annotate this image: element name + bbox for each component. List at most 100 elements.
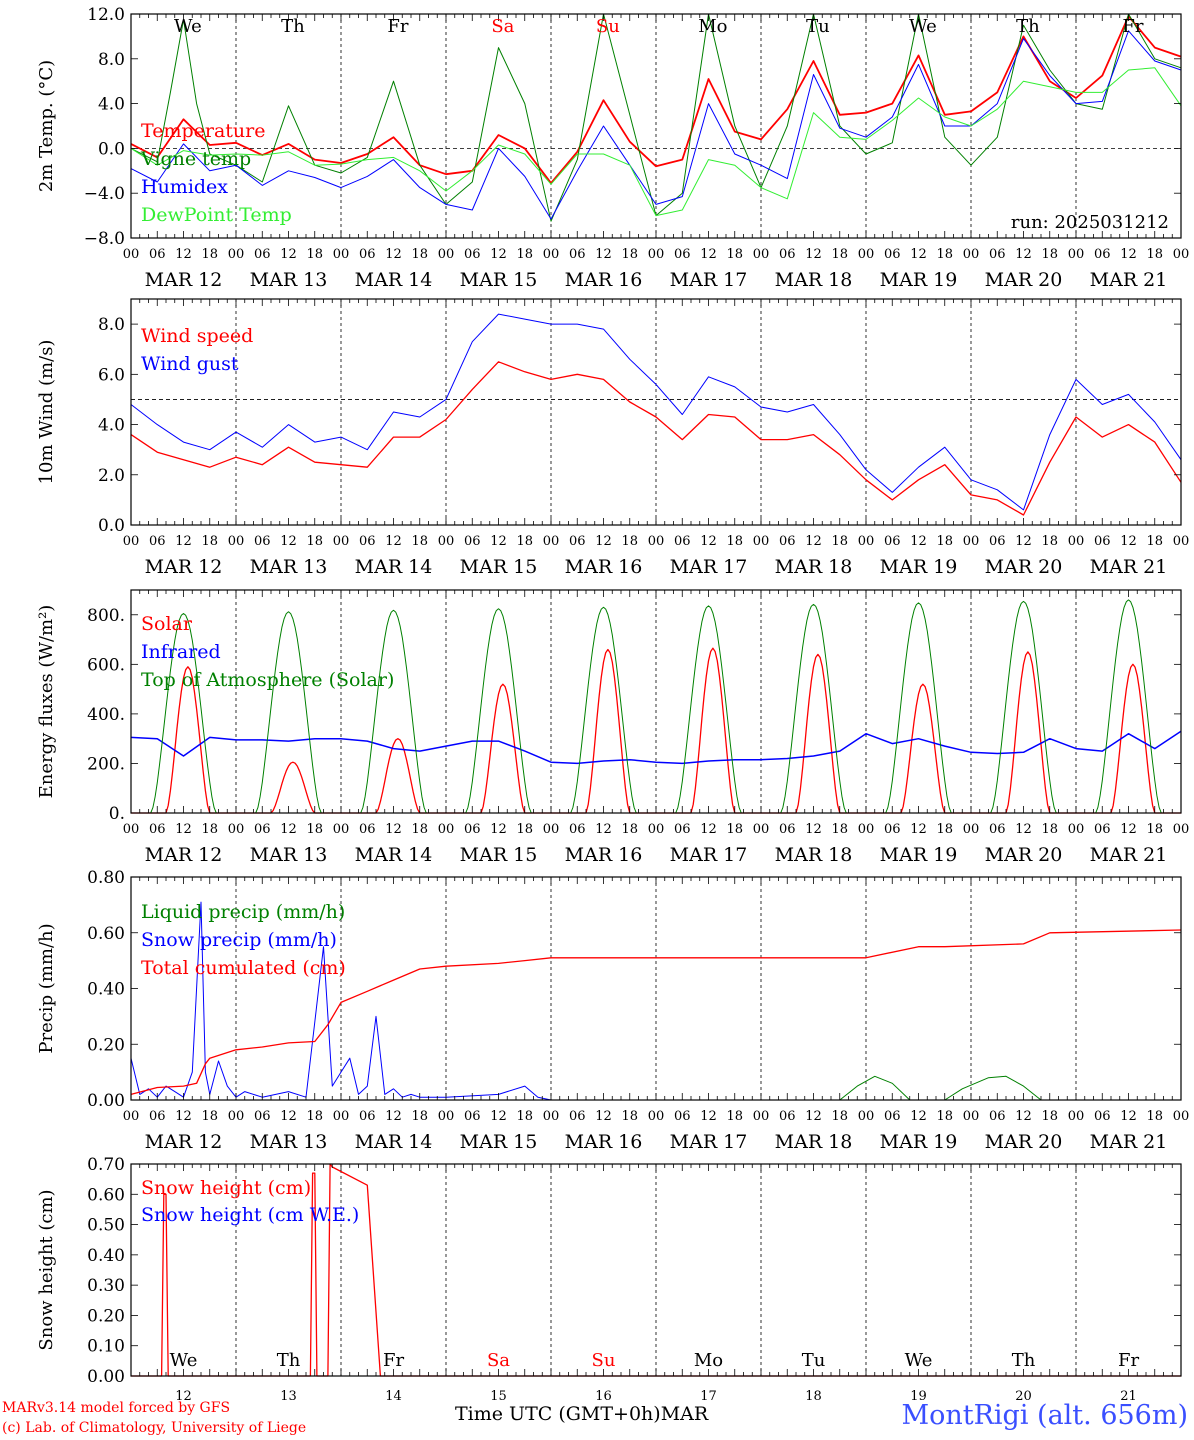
y-tick-label: 0.80	[87, 868, 125, 888]
hour-tick-label: 12	[1120, 1109, 1137, 1124]
hour-tick-label: 18	[201, 1109, 218, 1124]
hour-tick-label: 18	[306, 534, 323, 549]
y-tick-label: 0.50	[87, 1216, 125, 1236]
hour-tick-label: 06	[464, 822, 481, 837]
legend-entry: Total cumulated (cm)	[141, 957, 346, 979]
y-tick-label: 0.0	[98, 139, 125, 159]
date-label: MAR 12	[145, 1131, 223, 1153]
hour-tick-label: 18	[936, 822, 953, 837]
hour-tick-label: 00	[753, 1109, 770, 1124]
hour-tick-label: 00	[858, 247, 875, 262]
legend-entry: Top of Atmosphere (Solar)	[141, 669, 394, 691]
y-axis-label: 10m Wind (m/s)	[36, 340, 57, 485]
hour-tick-label: 18	[621, 822, 638, 837]
hour-tick-label: 18	[1146, 822, 1163, 837]
hour-tick-label: 06	[1094, 247, 1111, 262]
hour-tick-label: 18	[306, 1109, 323, 1124]
hour-tick-label: 12	[490, 1109, 507, 1124]
hour-tick-label: 12	[490, 534, 507, 549]
hour-tick-label: 06	[674, 822, 691, 837]
hour-tick-label: 12	[700, 247, 717, 262]
weekday-label: Su	[596, 16, 620, 37]
y-tick-label: 0.00	[87, 1367, 125, 1387]
series-line	[130, 730, 1182, 765]
y-tick-label: 0.40	[87, 1246, 125, 1266]
hour-tick-label: 06	[254, 534, 271, 549]
y-tick-label: 6.0	[98, 365, 125, 385]
hour-tick-label: 12	[490, 247, 507, 262]
hour-tick-label: 00	[963, 534, 980, 549]
hour-tick-label: 06	[359, 534, 376, 549]
hour-tick-label: 12	[910, 822, 927, 837]
hour-tick-label: 18	[831, 247, 848, 262]
lab-credit: (c) Lab. of Climatology, University of L…	[2, 1420, 307, 1436]
hour-tick-label: 06	[569, 1109, 586, 1124]
day-number-label: 17	[700, 1389, 717, 1404]
weekday-label: Su	[592, 1350, 616, 1371]
hour-tick-label: 18	[1146, 247, 1163, 262]
y-tick-label: 400.	[87, 705, 125, 725]
legend-entry: Humidex	[141, 176, 228, 198]
date-label: MAR 19	[880, 556, 958, 578]
hour-tick-label: 12	[280, 1109, 297, 1124]
date-label: MAR 15	[460, 844, 538, 866]
y-tick-label: 8.0	[98, 50, 125, 70]
hour-tick-label: 00	[438, 534, 455, 549]
hour-tick-label: 12	[910, 247, 927, 262]
hour-tick-label: 00	[333, 1109, 350, 1124]
hour-tick-label: 00	[963, 822, 980, 837]
hour-tick-label: 18	[726, 534, 743, 549]
weekday-label: Th	[1016, 16, 1040, 37]
hour-tick-label: 06	[149, 1109, 166, 1124]
hour-tick-label: 12	[1015, 247, 1032, 262]
model-credit: MARv3.14 model forced by GFS	[2, 1400, 231, 1416]
hour-tick-label: 00	[963, 247, 980, 262]
y-tick-label: 0.60	[87, 1185, 125, 1205]
legend-entry: Solar	[141, 613, 193, 635]
hour-tick-label: 06	[1094, 1109, 1111, 1124]
legend-entry: Snow height (cm)	[141, 1177, 311, 1199]
hour-tick-label: 00	[543, 822, 560, 837]
series-line	[130, 929, 1182, 1096]
y-tick-label: 600.	[87, 655, 125, 675]
series-line	[131, 1163, 1181, 1377]
hour-tick-label: 18	[726, 247, 743, 262]
date-label: MAR 20	[985, 844, 1063, 866]
weekday-label: Mo	[698, 16, 727, 37]
panel-1: −8.0 −4.0 0.0 4.0 8.0 12.0 2m Temp. (°C) Temper…	[36, 5, 1189, 291]
series-line	[130, 901, 1181, 1101]
hour-tick-label: 18	[516, 822, 533, 837]
hour-tick-label: 00	[858, 1109, 875, 1124]
hour-tick-label: 00	[123, 247, 140, 262]
date-label: MAR 14	[355, 844, 433, 866]
y-tick-label: 800.	[87, 606, 125, 626]
y-tick-label: 0.0	[98, 516, 125, 536]
hour-tick-label: 12	[1015, 534, 1032, 549]
hour-tick-label: 18	[1146, 534, 1163, 549]
hour-tick-label: 00	[543, 247, 560, 262]
y-tick-label: 4.0	[98, 416, 125, 436]
hour-tick-label: 12	[805, 822, 822, 837]
hour-tick-label: 18	[201, 534, 218, 549]
date-label: MAR 13	[250, 269, 328, 291]
hour-tick-label: 12	[280, 822, 297, 837]
weekday-label: Fr	[387, 16, 408, 37]
legend-entry: Liquid precip (mm/h)	[141, 901, 345, 923]
hour-tick-label: 00	[123, 1109, 140, 1124]
hour-tick-label: 18	[831, 822, 848, 837]
hour-tick-label: 12	[385, 1109, 402, 1124]
hour-tick-label: 00	[1068, 822, 1085, 837]
hour-tick-label: 12	[175, 822, 192, 837]
panel-3: 0. 200. 400. 600. 800. Energy fluxes (W/m²) So…	[36, 589, 1189, 866]
hour-tick-label: 00	[438, 1109, 455, 1124]
hour-tick-label: 06	[989, 247, 1006, 262]
hour-tick-label: 06	[779, 534, 796, 549]
weekday-label: Th	[277, 1350, 301, 1371]
hour-tick-label: 18	[831, 1109, 848, 1124]
hour-tick-label: 12	[175, 1109, 192, 1124]
date-label: MAR 18	[775, 1131, 853, 1153]
y-tick-label: 12.0	[87, 5, 125, 25]
hour-tick-label: 18	[936, 1109, 953, 1124]
hour-tick-label: 18	[621, 247, 638, 262]
